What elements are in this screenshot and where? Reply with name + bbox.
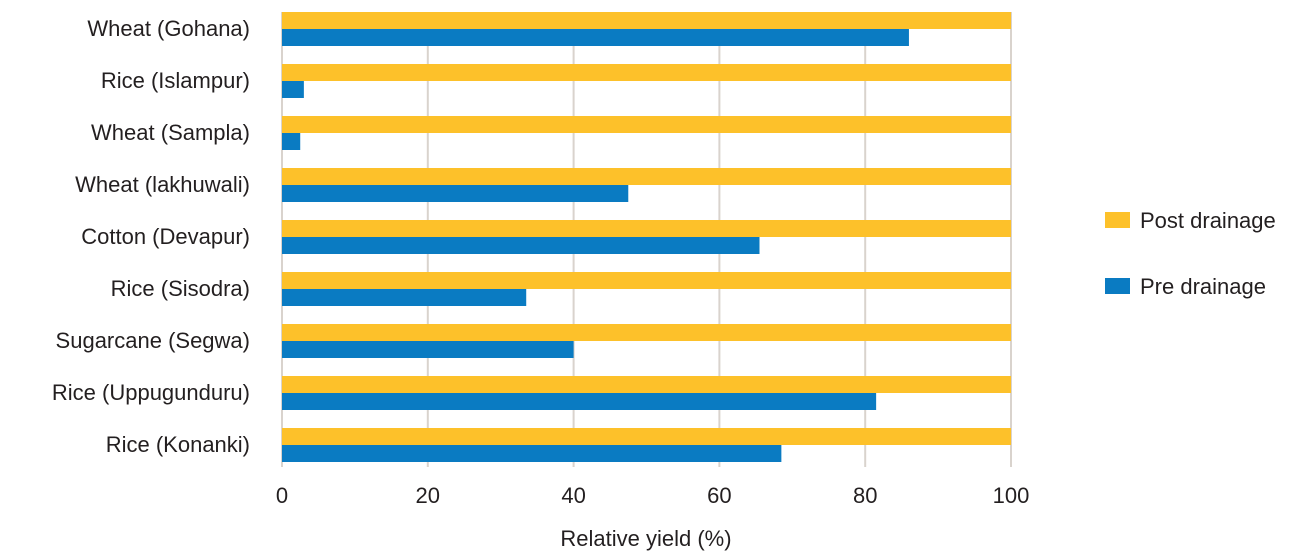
bar-post-drainage [282, 220, 1011, 237]
x-tick-label: 20 [416, 483, 440, 508]
bar-pre-drainage [282, 133, 301, 150]
bar-post-drainage [282, 324, 1011, 341]
category-labels: Wheat (Gohana) Rice (Islampur) Wheat (Samp… [52, 16, 250, 457]
category-label: Wheat (Sampla) [91, 120, 250, 145]
category-label: Rice (Konanki) [106, 432, 250, 457]
x-tick-label: 40 [561, 483, 585, 508]
bar-post-drainage [282, 64, 1011, 81]
bar-post-drainage [282, 168, 1011, 185]
bar-pre-drainage [282, 341, 574, 358]
category-label: Wheat (lakhuwali) [75, 172, 250, 197]
bar-post-drainage [282, 376, 1011, 393]
category-label: Cotton (Devapur) [81, 224, 250, 249]
legend-swatch [1105, 212, 1130, 228]
bar-pre-drainage [282, 393, 877, 410]
legend: Post drainage Pre drainage [1105, 208, 1276, 299]
category-label: Rice (Uppugunduru) [52, 380, 250, 405]
legend-swatch [1105, 278, 1130, 294]
bar-pre-drainage [282, 29, 909, 46]
bars [282, 12, 1011, 462]
x-tick-label: 100 [993, 483, 1030, 508]
bar-post-drainage [282, 116, 1011, 133]
legend-label: Pre drainage [1140, 274, 1266, 299]
bar-post-drainage [282, 272, 1011, 289]
bar-pre-drainage [282, 81, 304, 98]
bar-post-drainage [282, 12, 1011, 29]
x-tick-labels: 0 20 40 60 80 100 [276, 483, 1029, 508]
bar-pre-drainage [282, 445, 782, 462]
x-tick-label: 60 [707, 483, 731, 508]
legend-label: Post drainage [1140, 208, 1276, 233]
bar-post-drainage [282, 428, 1011, 445]
bar-pre-drainage [282, 237, 760, 254]
category-label: Rice (Islampur) [101, 68, 250, 93]
x-tick-label: 0 [276, 483, 288, 508]
x-axis-title: Relative yield (%) [560, 526, 731, 551]
bar-pre-drainage [282, 185, 629, 202]
category-label: Sugarcane (Segwa) [56, 328, 250, 353]
bar-pre-drainage [282, 289, 527, 306]
category-label: Rice (Sisodra) [111, 276, 250, 301]
category-label: Wheat (Gohana) [87, 16, 250, 41]
x-tick-label: 80 [853, 483, 877, 508]
